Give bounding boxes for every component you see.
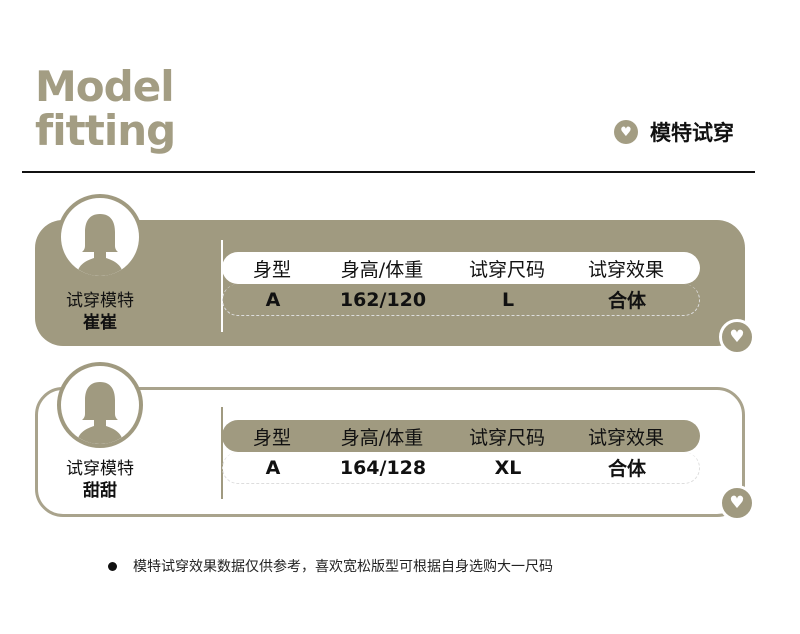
header-cell: 身型 — [252, 426, 291, 449]
divider — [221, 407, 223, 499]
model-name: 崔崔 — [83, 313, 117, 333]
size-table: 身型 身高/体重 试穿尺码 试穿效果 A 162/120 L 合体 — [222, 252, 700, 316]
header-cell: 试穿效果 — [587, 426, 664, 449]
cell: L — [501, 288, 515, 311]
avatar — [57, 194, 143, 280]
table-header: 身型 身高/体重 试穿尺码 试穿效果 — [222, 420, 700, 452]
footnote-text: 模特试穿效果数据仅供参考，喜欢宽松版型可根据自身选购大一尺码 — [133, 559, 553, 575]
model-label: 试穿模特 — [66, 459, 134, 479]
cell: 合体 — [607, 458, 646, 480]
header-cell: 试穿尺码 — [468, 258, 545, 281]
model-label: 试穿模特 — [66, 291, 134, 311]
cell: XL — [494, 456, 522, 479]
bullet-icon — [108, 561, 117, 571]
person-icon — [77, 214, 123, 276]
title-line1: Model — [35, 62, 175, 111]
title-line2: fitting — [35, 106, 176, 155]
header-cell: 身高/体重 — [340, 258, 424, 281]
table-header: 身型 身高/体重 试穿尺码 试穿效果 — [222, 252, 700, 284]
heart-icon: ♥ — [719, 485, 755, 521]
heart-icon: ♥ — [614, 120, 638, 144]
cell: A — [265, 288, 281, 311]
header-cell: 身高/体重 — [340, 426, 424, 449]
header-cell: 试穿效果 — [587, 258, 664, 281]
footnote: 模特试穿效果数据仅供参考，喜欢宽松版型可根据自身选购大一尺码 — [108, 556, 553, 576]
person-icon — [77, 382, 123, 444]
table-row: A 164/128 XL 合体 — [222, 452, 700, 484]
cell: 合体 — [607, 290, 646, 312]
model-card-1: 试穿模特 崔崔 身型 身高/体重 试穿尺码 试穿效果 A 162/120 L 合体 — [35, 220, 745, 346]
divider — [221, 240, 223, 332]
cell: 164/128 — [339, 456, 427, 479]
divider — [22, 171, 755, 173]
model-card-2: 试穿模特 甜甜 身型 身高/体重 试穿尺码 试穿效果 A 164/128 XL 合体 — [35, 387, 745, 517]
section-tag: ♥ 模特试穿 — [614, 117, 734, 147]
cell: A — [265, 456, 281, 479]
header-cell: 身型 — [252, 258, 291, 281]
cell: 162/120 — [339, 288, 427, 311]
table-row: A 162/120 L 合体 — [222, 284, 700, 316]
section-tag-label: 模特试穿 — [650, 121, 734, 145]
header-cell: 试穿尺码 — [468, 426, 545, 449]
heart-icon: ♥ — [719, 319, 755, 355]
avatar — [57, 362, 143, 448]
size-table: 身型 身高/体重 试穿尺码 试穿效果 A 164/128 XL 合体 — [222, 420, 700, 484]
model-name: 甜甜 — [83, 481, 117, 501]
